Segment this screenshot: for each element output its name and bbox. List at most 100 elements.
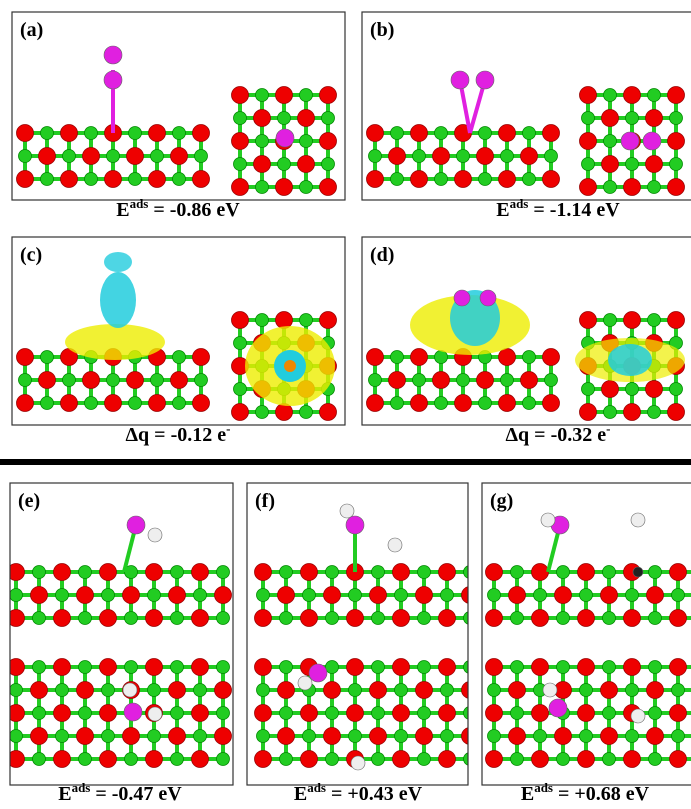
panel-frame bbox=[362, 12, 691, 200]
metal-atom bbox=[63, 150, 76, 163]
metal-atom bbox=[580, 684, 593, 697]
oxygen-atom bbox=[367, 125, 384, 142]
metal-atom bbox=[33, 661, 46, 674]
oxygen-atom bbox=[462, 682, 479, 699]
oxygen-atom bbox=[624, 404, 641, 421]
metal-atom bbox=[41, 351, 54, 364]
metal-atom bbox=[256, 89, 269, 102]
caption: Δq = -0.32 e- bbox=[506, 421, 611, 446]
oxygen-atom bbox=[393, 751, 410, 768]
metal-atom bbox=[322, 158, 335, 171]
oxygen-atom bbox=[276, 179, 293, 196]
oxygen-atom bbox=[320, 87, 337, 104]
oxygen-atom bbox=[543, 125, 560, 142]
oxygen-atom bbox=[578, 705, 595, 722]
metal-atom bbox=[217, 707, 230, 720]
oxygen-atom bbox=[543, 171, 560, 188]
metal-atom bbox=[234, 158, 247, 171]
oxygen-atom bbox=[646, 156, 663, 173]
caption-text: E bbox=[496, 199, 509, 221]
metal-atom bbox=[326, 753, 339, 766]
oxygen-atom bbox=[670, 659, 687, 676]
metal-atom bbox=[280, 707, 293, 720]
adsorbate-atom bbox=[549, 699, 567, 717]
metal-atom bbox=[604, 314, 617, 327]
metal-atom bbox=[171, 753, 184, 766]
figure: (a)Eads = -0.86 eV(b)Eads = -1.14 eV(c)Δ… bbox=[0, 0, 691, 809]
metal-atom bbox=[171, 661, 184, 674]
panel bbox=[17, 252, 337, 421]
oxygen-atom bbox=[149, 171, 166, 188]
metal-atom bbox=[464, 707, 477, 720]
oxygen-atom bbox=[580, 312, 597, 329]
metal-atom bbox=[604, 406, 617, 419]
oxygen-atom bbox=[433, 372, 450, 389]
metal-atom bbox=[441, 684, 454, 697]
metal-atom bbox=[369, 374, 382, 387]
metal-atom bbox=[435, 397, 448, 410]
metal-atom bbox=[391, 351, 404, 364]
metal-atom bbox=[349, 589, 362, 602]
metal-atom bbox=[395, 730, 408, 743]
oxygen-atom bbox=[255, 705, 272, 722]
oxygen-atom bbox=[499, 395, 516, 412]
metal-atom bbox=[300, 314, 313, 327]
oxygen-atom bbox=[647, 682, 664, 699]
metal-atom bbox=[129, 397, 142, 410]
metal-atom bbox=[349, 684, 362, 697]
oxygen-atom bbox=[192, 751, 209, 768]
metal-atom bbox=[303, 589, 316, 602]
oxygen-atom bbox=[455, 395, 472, 412]
oxygen-atom bbox=[670, 564, 687, 581]
oxygen-atom bbox=[477, 148, 494, 165]
adsorbate-atom bbox=[633, 567, 643, 577]
oxygen-atom bbox=[100, 751, 117, 768]
adsorbate-atom bbox=[351, 756, 365, 770]
metal-atom bbox=[479, 397, 492, 410]
oxygen-atom bbox=[77, 728, 94, 745]
adsorbate-atom bbox=[124, 703, 142, 721]
metal-atom bbox=[435, 173, 448, 186]
oxygen-atom bbox=[255, 751, 272, 768]
metal-atom bbox=[10, 684, 23, 697]
oxygen-atom bbox=[232, 133, 249, 150]
metal-atom bbox=[534, 730, 547, 743]
metal-atom bbox=[413, 374, 426, 387]
metal-atom bbox=[102, 684, 115, 697]
metal-atom bbox=[79, 753, 92, 766]
metal-atom bbox=[171, 566, 184, 579]
charge-density bbox=[284, 360, 296, 372]
panel bbox=[17, 46, 337, 196]
oxygen-atom bbox=[411, 125, 428, 142]
adsorbate-atom bbox=[298, 676, 312, 690]
oxygen-atom bbox=[254, 156, 271, 173]
metal-atom bbox=[488, 589, 501, 602]
metal-atom bbox=[171, 707, 184, 720]
metal-atom bbox=[648, 89, 661, 102]
metal-atom bbox=[300, 89, 313, 102]
oxygen-atom bbox=[532, 564, 549, 581]
metal-atom bbox=[413, 150, 426, 163]
oxygen-atom bbox=[276, 404, 293, 421]
metal-atom bbox=[217, 661, 230, 674]
metal-atom bbox=[626, 589, 639, 602]
oxygen-atom bbox=[215, 682, 232, 699]
oxygen-atom bbox=[580, 133, 597, 150]
adsorbate-atom bbox=[631, 513, 645, 527]
adsorbate-atom bbox=[104, 71, 122, 89]
oxygen-atom bbox=[320, 133, 337, 150]
oxygen-atom bbox=[215, 587, 232, 604]
oxygen-atom bbox=[169, 682, 186, 699]
oxygen-atom bbox=[370, 682, 387, 699]
metal-atom bbox=[523, 173, 536, 186]
metal-atom bbox=[372, 753, 385, 766]
oxygen-atom bbox=[439, 705, 456, 722]
metal-atom bbox=[300, 406, 313, 419]
charge-density bbox=[608, 344, 652, 376]
panel-label: (a) bbox=[20, 19, 43, 41]
metal-atom bbox=[604, 89, 617, 102]
metal-atom bbox=[19, 150, 32, 163]
metal-atom bbox=[217, 612, 230, 625]
oxygen-atom bbox=[278, 728, 295, 745]
adsorbate-atom bbox=[123, 683, 137, 697]
